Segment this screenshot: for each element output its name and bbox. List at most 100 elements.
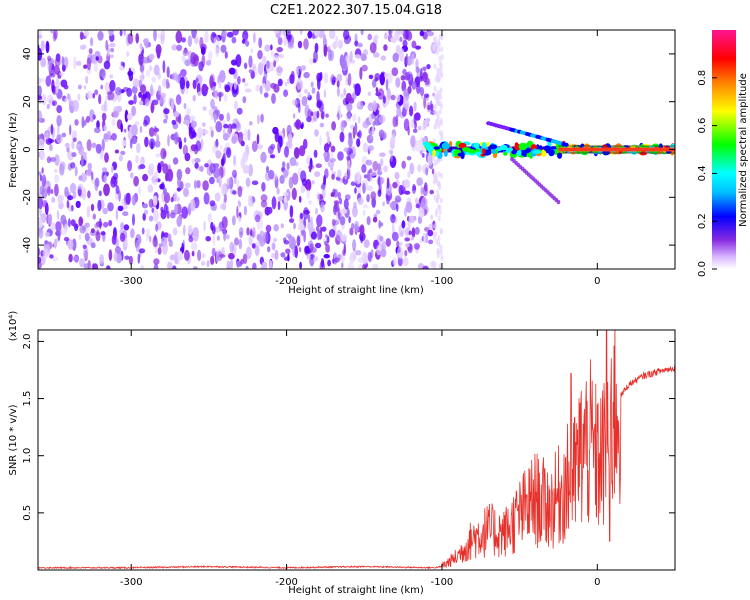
noise-blob (73, 56, 77, 70)
noise-blob (92, 93, 95, 99)
noise-blob (103, 221, 109, 228)
carrier-blob (503, 152, 508, 156)
noise-blob (46, 156, 52, 164)
noise-blob (368, 74, 374, 80)
noise-blob (260, 113, 264, 123)
noise-blob (277, 200, 281, 211)
noise-blob (195, 140, 202, 152)
noise-blob (319, 122, 325, 128)
noise-blob (435, 49, 439, 56)
colorbar-ticks: 0.0 0.2 0.4 0.6 0.8 (697, 70, 717, 277)
noise-blob (437, 215, 441, 222)
noise-blob (422, 185, 428, 197)
noise-blob (94, 178, 99, 192)
noise-blob (85, 115, 91, 123)
noise-blob (215, 46, 220, 58)
noise-blob (257, 62, 264, 76)
noise-blob (251, 140, 258, 152)
noise-blob (236, 205, 239, 219)
noise-blob (109, 54, 114, 59)
noise-blob (439, 87, 443, 94)
noise-blob (433, 160, 437, 167)
noise-blob (124, 237, 128, 248)
noise-blob (131, 124, 138, 136)
noise-blob (343, 88, 347, 96)
noise-blob (148, 215, 154, 222)
noise-blob (437, 171, 441, 178)
noise-blob (392, 181, 398, 189)
noise-blob (202, 129, 209, 135)
carrier-blob (489, 144, 498, 150)
noise-blob (151, 207, 154, 213)
noise-blob (323, 143, 330, 153)
snr-panel: -300 -200 -100 0 0.5 1.0 1.5 2.0 Height of stra… (8, 311, 676, 596)
noise-blob (437, 203, 441, 210)
noise-blob (303, 207, 309, 220)
noise-blob (374, 34, 379, 40)
noise-blob (303, 38, 309, 50)
noise-blob (151, 174, 159, 186)
noise-blob (433, 109, 437, 116)
noise-blob (335, 35, 338, 44)
noise-blob (153, 263, 159, 269)
noise-blob (56, 227, 62, 238)
noise-blob (323, 254, 330, 259)
noise-blob (112, 106, 120, 119)
noise-blob (337, 207, 341, 221)
noise-blob (300, 185, 306, 194)
noise-blob (314, 129, 319, 137)
noise-blob (166, 168, 174, 182)
noise-blob (316, 110, 320, 119)
noise-blob (395, 114, 399, 128)
noise-blob (178, 139, 183, 150)
noise-blob (280, 252, 286, 258)
noise-blob (266, 60, 270, 69)
noise-blob (209, 200, 216, 207)
noise-blob (127, 160, 133, 172)
noise-blob (72, 191, 77, 199)
spectrogram-ylabel: Frequency (Hz) (8, 112, 19, 188)
noise-blob (228, 252, 235, 260)
noise-blob (336, 80, 340, 88)
noise-blob (297, 40, 303, 49)
noise-blob (404, 190, 411, 195)
noise-blob (93, 62, 99, 73)
carrier-blob (482, 148, 486, 155)
y-tick-label: -20 (22, 189, 33, 205)
noise-blob (101, 104, 106, 112)
noise-blob (150, 102, 155, 114)
noise-blob (41, 174, 47, 187)
noise-blob (124, 109, 129, 123)
noise-blob (49, 157, 57, 162)
noise-blob (185, 167, 191, 175)
noise-blob (129, 126, 132, 131)
noise-blob (361, 164, 367, 174)
noise-blob (417, 263, 424, 269)
noise-blob (237, 75, 241, 85)
x-tick-label: -100 (431, 577, 454, 588)
noise-blob (372, 216, 378, 223)
noise-blob (287, 253, 290, 262)
noise-blob (91, 142, 97, 149)
noise-blob (277, 195, 284, 202)
snr-ylabel: SNR (10 * v/v) (8, 404, 19, 475)
noise-blob (132, 136, 137, 145)
noise-blob (184, 59, 191, 67)
noise-blob (133, 93, 137, 105)
colorbar: 0.0 0.2 0.4 0.6 0.8 Normalized spectral ampl… (697, 30, 749, 277)
carrier-blob (492, 152, 498, 159)
carrier-blob (444, 149, 448, 157)
noise-blob (142, 173, 149, 182)
noise-blob (123, 128, 127, 133)
tail-signal (510, 156, 561, 205)
noise-blob (229, 241, 234, 253)
noise-blob (114, 149, 119, 154)
noise-blob (163, 108, 170, 115)
noise-blob (189, 115, 196, 120)
noise-blob (298, 102, 301, 114)
noise-blob (293, 147, 300, 159)
noise-blob (331, 121, 336, 131)
noise-blob (282, 161, 286, 168)
noise-blob (402, 39, 408, 48)
noise-blob (152, 236, 158, 248)
